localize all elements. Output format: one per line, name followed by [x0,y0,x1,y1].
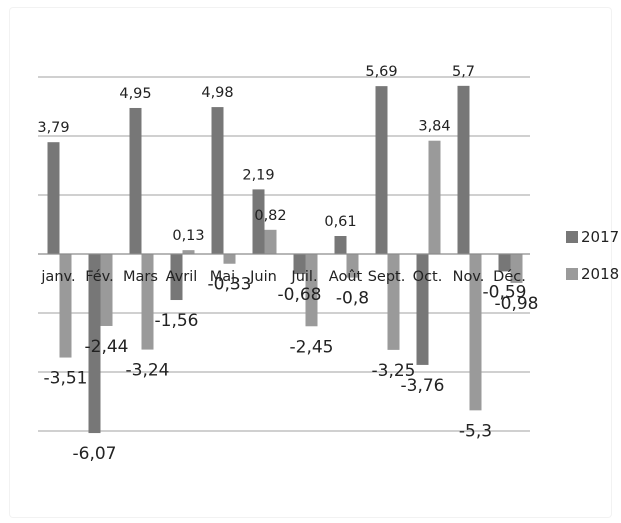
category-label: Déc. [493,269,526,285]
bar-2018-Déc. [510,254,523,283]
data-label: -3,24 [126,361,170,381]
bar-2018-Oct. [428,140,441,254]
bar-2018-Maj [223,254,236,264]
bar-2017-Juil. [293,254,306,275]
bar-2018-Mars [141,254,154,350]
bar-2017-Août [334,236,347,254]
bar-2017-Maj [211,107,224,254]
legend-label: 2017 [581,228,619,246]
data-label: 0,82 [254,208,286,224]
bar-2018-janv. [59,254,72,358]
category-label: Mars [123,269,158,285]
category-label: Maj [210,269,235,285]
category-label: Oct. [413,269,443,285]
bar-2018-Juin [264,229,277,254]
data-label: -6,07 [73,444,117,464]
data-label: 3,79 [37,120,69,136]
legend-swatch-2018 [566,268,578,280]
data-label: -2,45 [290,337,334,357]
bar-2018-Nov. [469,254,482,411]
data-label: -2,44 [85,337,129,357]
bar-2018-Juil. [305,254,318,327]
category-label: Nov. [453,269,485,285]
category-label: Août [329,269,363,285]
bar-2017-Avril [170,254,183,301]
data-label: 5,7 [452,64,475,80]
data-label: 2,19 [242,167,274,183]
data-label: -1,56 [155,311,199,331]
data-label: -0,8 [336,289,369,309]
data-label: -3,51 [44,369,88,389]
bar-2017-Fév. [88,254,101,434]
data-label: -0,33 [208,275,252,295]
bar-2017-janv. [47,142,60,254]
category-label: Fév. [85,269,114,285]
bar-2018-Fév. [100,254,113,326]
category-label: Avril [166,269,198,285]
data-label: -3,76 [401,376,445,396]
data-label: 0,13 [172,228,204,244]
data-label: 4,98 [201,85,233,101]
data-label: -0,98 [495,294,539,314]
data-label: -0,59 [483,282,527,302]
category-label: Sept. [368,269,406,285]
category-label: Juil. [290,269,317,285]
data-label: 0,61 [324,214,356,230]
bar-2017-Sept. [375,86,388,255]
bar-2018-Sept. [387,254,400,350]
bar-2017-Juin [252,189,265,254]
data-label: 5,69 [365,64,397,80]
category-label: Juin [249,269,277,285]
bar-2017-Nov. [457,85,470,254]
data-label: 4,95 [119,86,151,102]
data-label: 3,84 [418,119,450,135]
bar-2017-Oct. [416,254,429,365]
bar-2017-Mars [129,107,142,254]
data-label: -3,25 [372,361,416,381]
bar-2018-Avril [182,250,195,254]
legend-swatch-2017 [566,231,578,243]
data-label: -5,3 [459,421,492,441]
legend-label: 2018 [581,265,619,283]
category-label: janv. [40,269,75,285]
bar-2018-Août [346,254,359,278]
bar-2017-Déc. [498,254,511,272]
data-label: -0,68 [278,285,322,305]
